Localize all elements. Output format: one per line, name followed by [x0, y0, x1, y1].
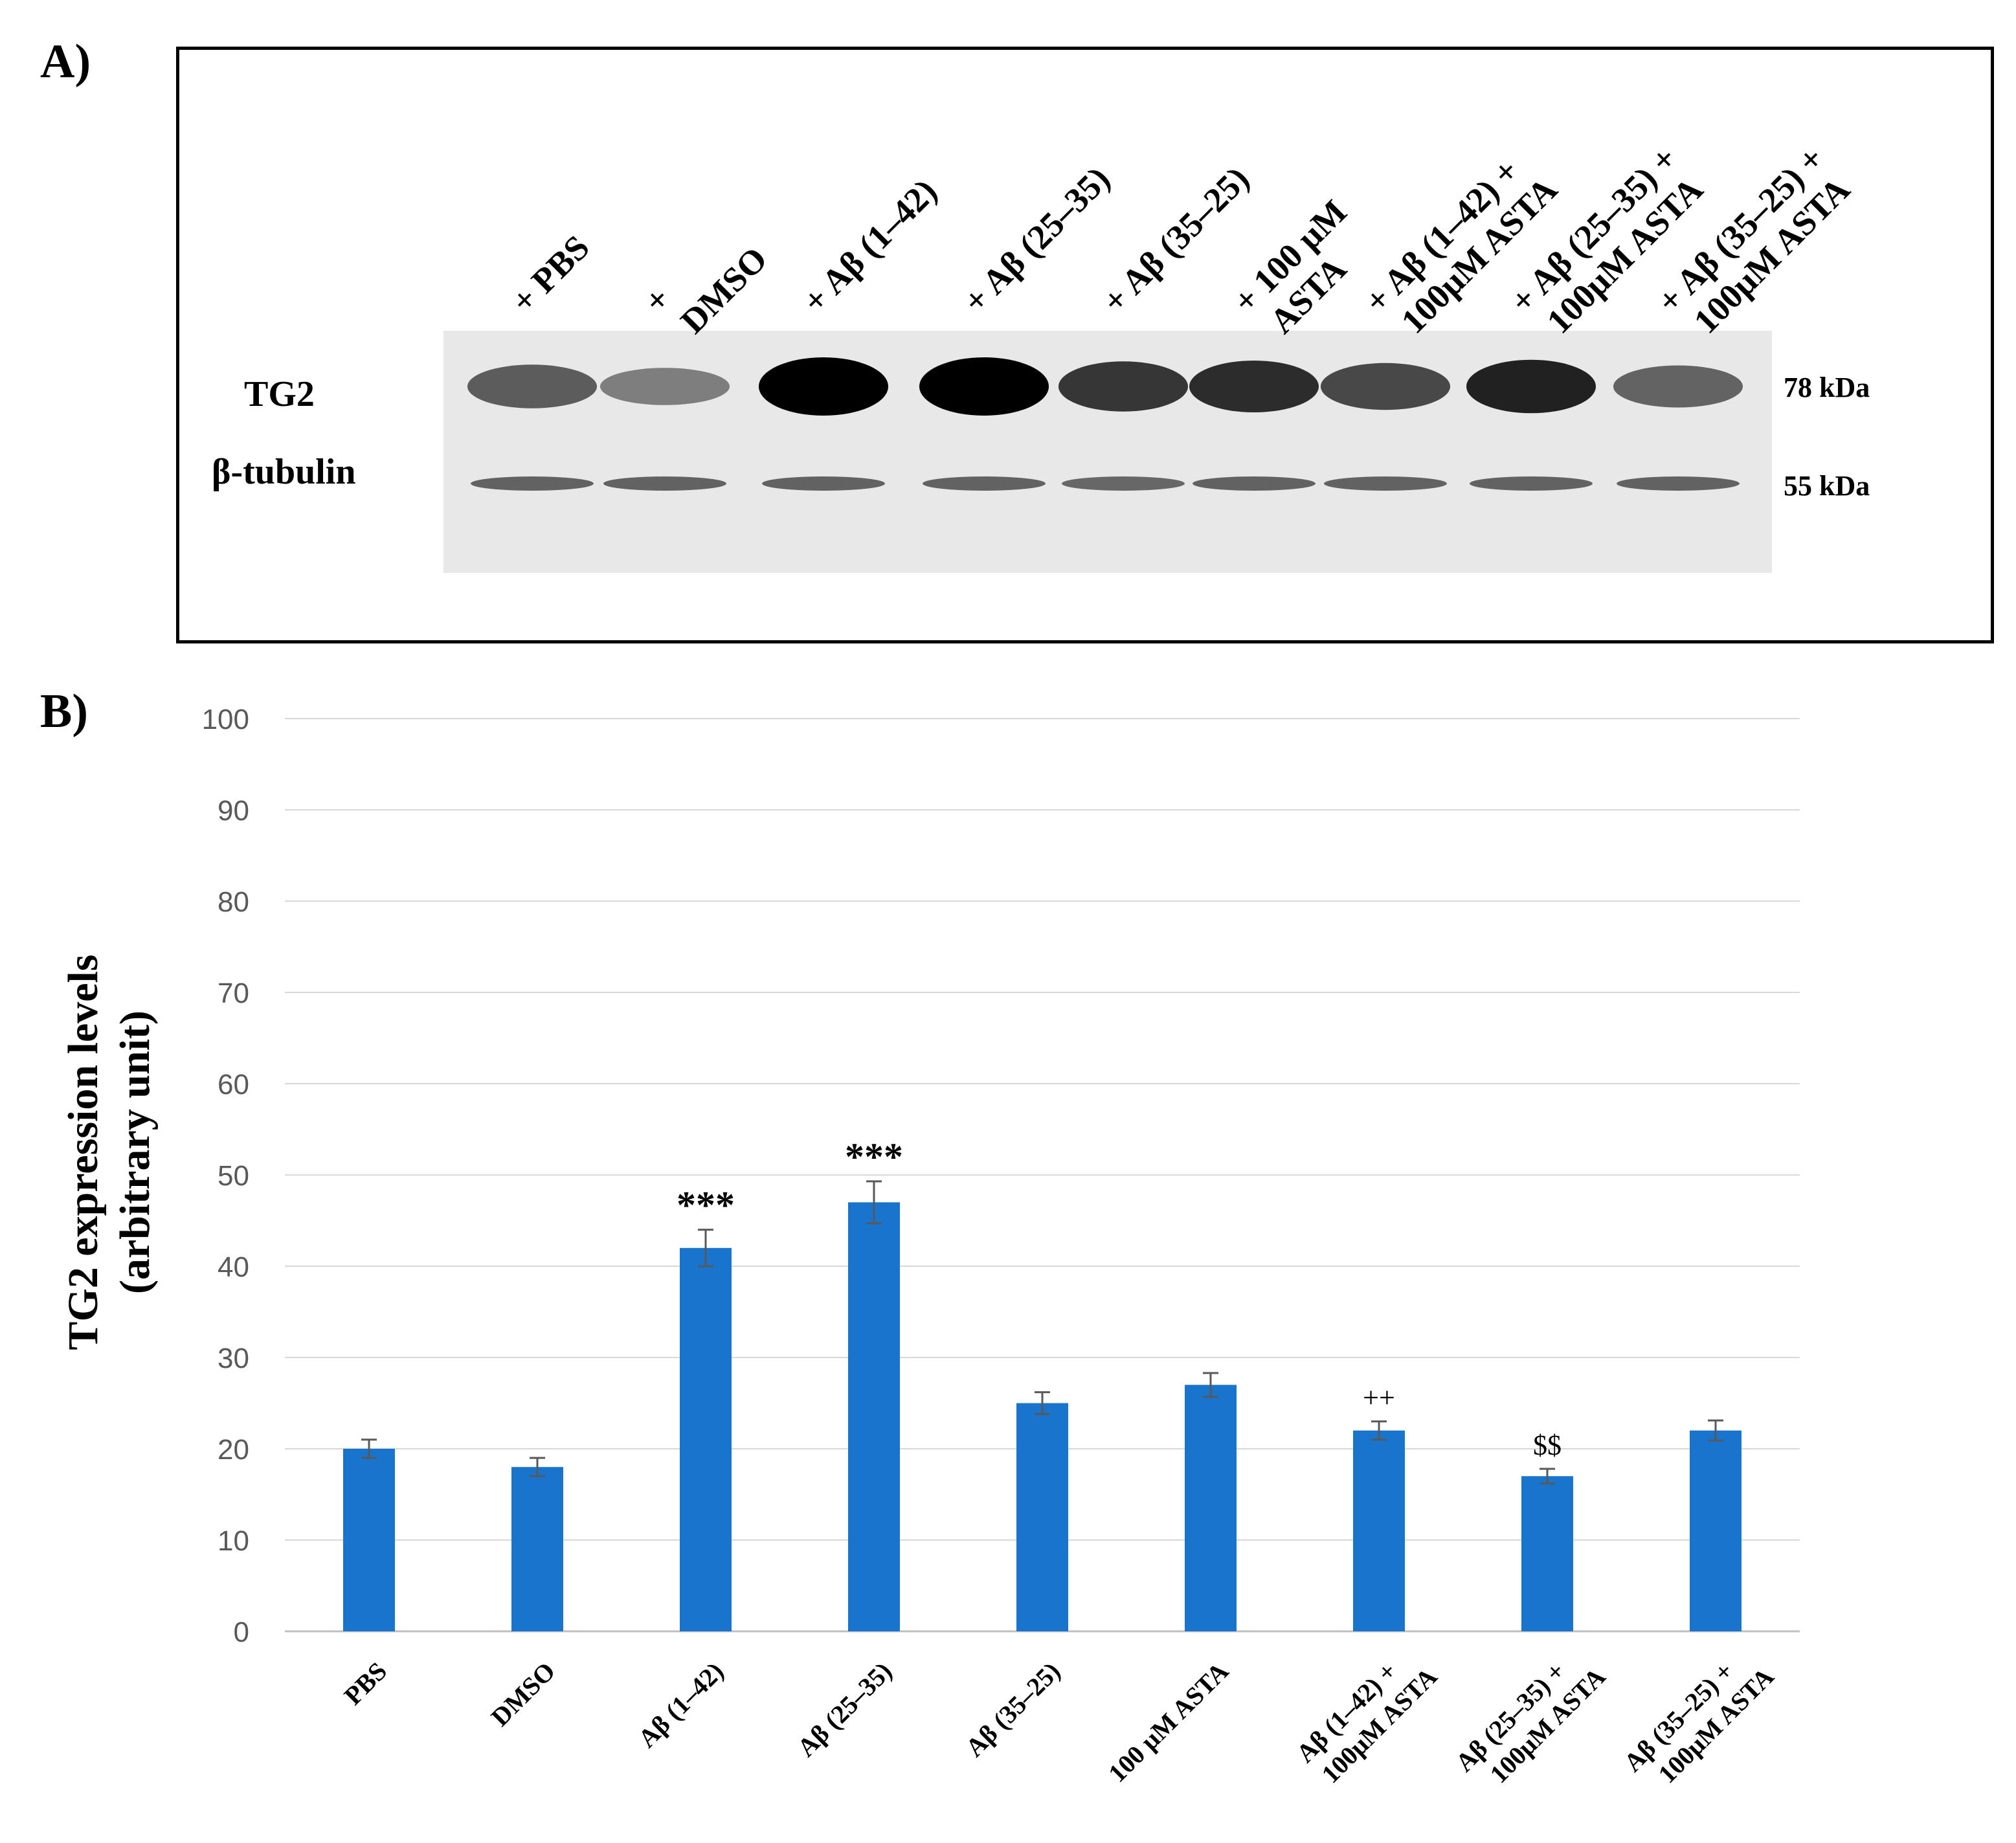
lane-label: +DMSO [636, 240, 775, 341]
y-tick-label: 0 [234, 1616, 249, 1648]
x-tick-label-line: Aβ (35–25) [959, 1657, 1066, 1763]
row-label-tg2: TG2 [244, 374, 315, 414]
x-tick-label: Aβ (35–25) [959, 1657, 1066, 1763]
x-tick-label: Aβ (25–35) +100µM ASTA [1450, 1657, 1611, 1789]
tubulin-band [1193, 476, 1316, 491]
y-tick-label: 40 [218, 1251, 249, 1283]
lane-label-line: + PBS [504, 228, 597, 321]
x-tick-label: Aβ (1–42) +100µM ASTA [1290, 1657, 1442, 1789]
tg2-band [759, 357, 888, 416]
bar [511, 1467, 563, 1631]
size-marker-55kda: 55 kDa [1784, 470, 1870, 502]
y-tick-label: 10 [218, 1525, 249, 1557]
bar [1353, 1430, 1405, 1631]
x-tick-label: 100 µM ASTA [1103, 1657, 1234, 1788]
panel-b-label: B) [40, 685, 88, 738]
tg2-band [1321, 363, 1450, 410]
lane-label-line: DMSO [673, 240, 775, 341]
tubulin-band [603, 476, 726, 491]
size-marker-78kda: 78 kDa [1784, 372, 1870, 403]
significance-annotation: ++ [1363, 1382, 1395, 1414]
x-tick-label-line: Aβ (1–42) [633, 1657, 730, 1754]
panel-a-label: A) [40, 35, 91, 88]
significance-annotation: *** [845, 1135, 903, 1178]
tg2-band [1613, 365, 1743, 408]
tg2-band [1466, 359, 1596, 414]
western-blot-svg: + PBS +DMSO + Aβ (1–42) + Aβ (25–35) + Aβ (3… [212, 139, 1870, 573]
tubulin-band [762, 476, 885, 491]
x-tick-label-line: 100 µM ASTA [1103, 1657, 1234, 1788]
tubulin-band [1324, 476, 1447, 491]
tubulin-band [471, 476, 594, 491]
tg2-band [467, 364, 597, 408]
lane-label: + Aβ (35–25) +100µM ASTA [1650, 139, 1857, 341]
tg2-band [1058, 361, 1188, 412]
x-tick-label-line: PBS [339, 1657, 393, 1711]
y-axis-title: TG2 expression levels (arbitrary unit) [60, 954, 159, 1350]
bar [1690, 1430, 1742, 1631]
tg2-band [1189, 361, 1319, 412]
bar [680, 1247, 732, 1631]
y-tick-label: 90 [218, 795, 249, 827]
bar [343, 1449, 395, 1631]
x-tick-label-line: Aβ (25–35) [791, 1657, 897, 1763]
x-tick-label: Aβ (35–25) +100µM ASTA [1618, 1657, 1779, 1789]
x-tick-label: Aβ (1–42) [633, 1657, 730, 1754]
row-label-tubulin: β-tubulin [212, 452, 356, 492]
significance-annotation: $$ [1533, 1429, 1562, 1461]
y-tick-label: 100 [202, 704, 249, 735]
y-axis-title-line: TG2 expression levels [60, 954, 107, 1350]
lane-label: + Aβ (25–35) +100µM ASTA [1503, 139, 1710, 341]
tg2-band [919, 357, 1049, 416]
significance-annotation: *** [677, 1184, 735, 1227]
lane-label: + Aβ (1–42) +100µM ASTA [1357, 151, 1565, 341]
tubulin-band [1617, 476, 1740, 491]
x-tick-label: Aβ (25–35) [791, 1657, 897, 1763]
x-tick-label-line: DMSO [486, 1657, 561, 1732]
lane-label: + Aβ (1–42) [795, 172, 945, 321]
bar [1016, 1403, 1068, 1631]
y-tick-label: 60 [218, 1069, 249, 1100]
bar [1521, 1476, 1573, 1631]
lane-label-line: + [636, 279, 678, 320]
y-tick-label: 70 [218, 977, 249, 1009]
lane-label-line: + Aβ (1–42) [795, 172, 945, 321]
y-tick-label: 80 [218, 886, 249, 918]
tubulin-band [1470, 476, 1593, 491]
tg2-band [600, 368, 730, 405]
western-blot-panel: + PBS + DMSO + Aβ (1–42) + Aβ (25–35) + Aβ (3… [176, 47, 1994, 643]
y-tick-label: 20 [218, 1434, 249, 1466]
x-tick-label: PBS [339, 1657, 393, 1711]
bar [848, 1202, 900, 1631]
lane-label: + PBS [504, 228, 597, 321]
tubulin-band [923, 476, 1046, 491]
y-axis-title-line: (arbitrary unit) [111, 1011, 159, 1294]
lane-label: + Aβ (25–35) [956, 159, 1117, 321]
y-tick-label: 50 [218, 1160, 249, 1192]
bar-chart: 0 10 20 30 40 50 60 70 80 90 100 TG2 expression lev… [60, 704, 1800, 1789]
bar [1185, 1385, 1237, 1631]
tubulin-band [1062, 476, 1185, 491]
y-tick-label: 30 [218, 1343, 249, 1374]
lane-label-line: + Aβ (25–35) [956, 159, 1117, 321]
x-tick-label: DMSO [486, 1657, 561, 1732]
